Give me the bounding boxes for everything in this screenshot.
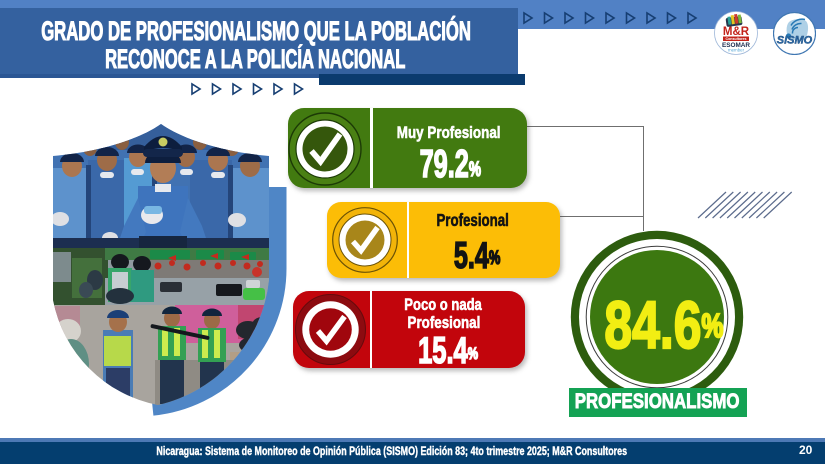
svg-text:SISMO: SISMO: [777, 35, 813, 47]
svg-text:Consultores: Consultores: [726, 37, 747, 41]
svg-text:M&R: M&R: [723, 26, 750, 38]
svg-text:ESOMAR: ESOMAR: [722, 42, 750, 49]
svg-text:member: member: [728, 48, 745, 53]
